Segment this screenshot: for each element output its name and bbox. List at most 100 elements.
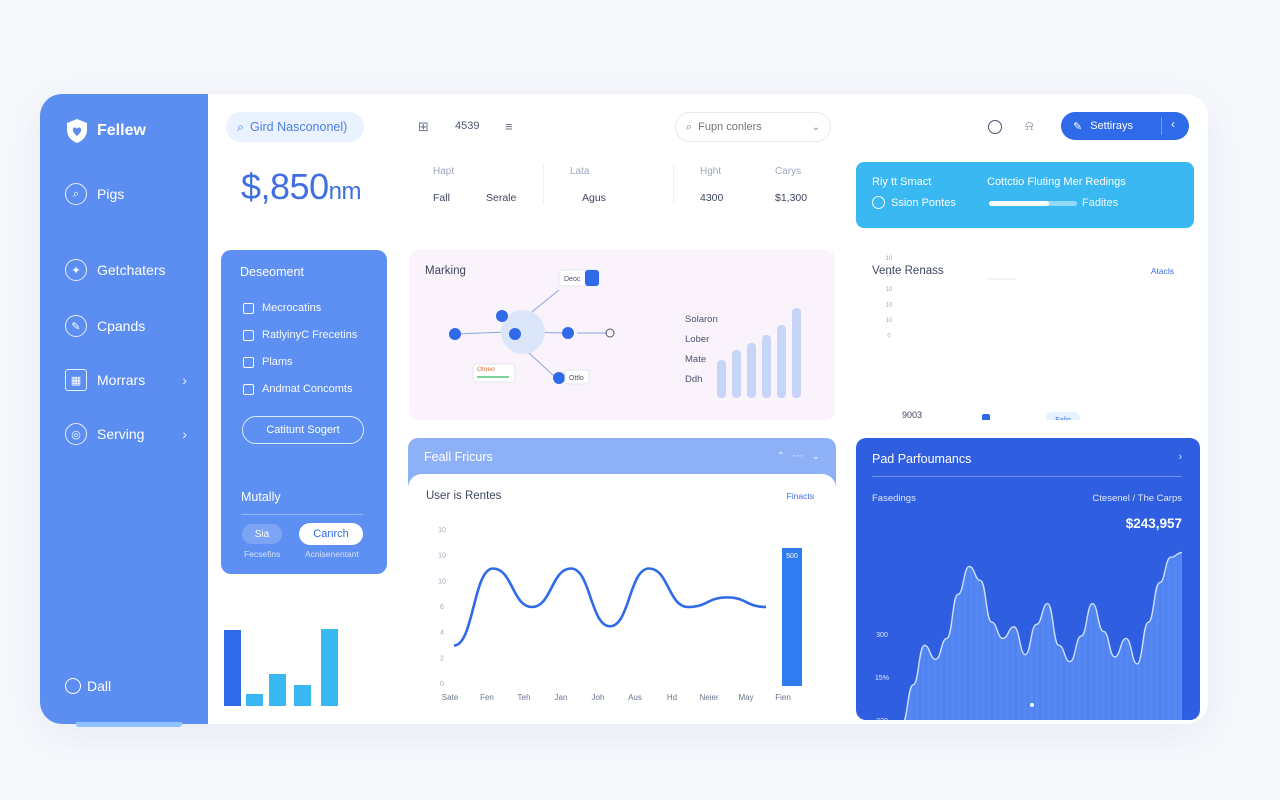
window-controls[interactable]: ⌃ ⋯ ⌄ xyxy=(776,451,820,462)
settings-label: Settirays xyxy=(1090,120,1134,132)
graph-node[interactable] xyxy=(562,327,574,339)
graph-node[interactable] xyxy=(553,372,565,384)
chevron-left-icon[interactable]: ‹ xyxy=(1171,117,1175,131)
performance-amount: $243,957 xyxy=(1125,516,1182,531)
segment-option-left[interactable]: Sia xyxy=(242,524,282,544)
settings-button[interactable]: ✎ Settirays ‹ xyxy=(1061,112,1189,140)
details-link[interactable]: Finacts xyxy=(786,491,814,501)
graph-node[interactable] xyxy=(509,328,521,340)
y-tick-label: 10 xyxy=(438,578,446,585)
menu-icon[interactable]: ≡ xyxy=(505,119,513,134)
sidebar-item-label: Getchaters xyxy=(97,262,166,278)
legend-item: Solaron xyxy=(685,314,718,325)
bar-value-label: 500 xyxy=(786,553,798,560)
list-item[interactable]: Mecrocatins xyxy=(243,302,321,314)
graph-node[interactable] xyxy=(449,328,461,340)
dashboard-window: Fellew ⌕ Pigs ✦ Getchaters ✎ Cpands ▦ Mo… xyxy=(40,94,1208,727)
chart-title: User is Rentes xyxy=(426,490,502,502)
y-tick-label: 6 xyxy=(440,604,444,611)
y-tick-label: 230 xyxy=(876,718,888,720)
search-box[interactable]: ⌕ ⌄ xyxy=(675,112,831,142)
folder-icon xyxy=(243,356,254,368)
x-tick-label: Joh xyxy=(592,693,605,702)
y-tick-label: 10 xyxy=(438,527,446,534)
sidebar-item-getchaters[interactable]: ✦ Getchaters xyxy=(65,259,187,281)
amount-unit: nm xyxy=(328,178,362,205)
shield-heart-icon xyxy=(67,119,87,143)
progress-bar xyxy=(989,201,1077,206)
calendar-icon[interactable]: ⊞ xyxy=(418,119,429,134)
column-header: Carys xyxy=(775,166,802,177)
bar xyxy=(321,629,338,706)
table-cell: Fall xyxy=(433,192,450,204)
search-input[interactable] xyxy=(698,121,799,133)
footer-label: Dall xyxy=(87,678,112,694)
chevron-down-icon[interactable]: ⌄ xyxy=(811,121,820,133)
network-graph: Deoc Ottlo Otoeo xyxy=(449,269,615,385)
item-label: Plams xyxy=(262,356,293,368)
left-caption: Fasedings xyxy=(872,493,916,504)
graph-tag-label: Ottlo xyxy=(569,375,584,382)
graph-tag-icon xyxy=(585,270,599,286)
search-icon: ⌕ xyxy=(237,119,245,134)
card-title: Marking xyxy=(425,265,466,277)
notice-card[interactable]: Riy tt Smact Cottctio Fluting Mer Reding… xyxy=(856,162,1194,228)
x-tick-label: Neier xyxy=(699,693,718,702)
highlight-bar xyxy=(782,548,802,686)
x-tick-label: Fen xyxy=(480,693,494,702)
segment-caption: Fecsefins xyxy=(244,549,281,559)
legend-item: Mate xyxy=(685,354,707,365)
table-cell: $1,300 xyxy=(775,192,808,204)
marking-bar-chart xyxy=(717,308,801,398)
sidebar-item-pigs[interactable]: ⌕ Pigs xyxy=(65,183,187,205)
brand[interactable]: Fellew xyxy=(65,118,146,144)
y-tick-label: 15% xyxy=(875,675,889,682)
item-label: Mecrocatins xyxy=(262,302,322,314)
sidebar-footer[interactable]: Dall xyxy=(65,678,111,694)
tag-label: Ealig xyxy=(1055,417,1071,420)
sidebar-item-morrars[interactable]: ▦ Morrars › xyxy=(65,369,187,391)
pen-icon: ✎ xyxy=(65,315,87,337)
sidebar-item-label: Pigs xyxy=(97,186,125,202)
notification-icon[interactable] xyxy=(988,120,1002,134)
series-line xyxy=(903,551,1183,720)
graph-hub[interactable] xyxy=(501,310,545,354)
right-caption: Ctesenel / The Carps xyxy=(1092,493,1182,504)
list-item[interactable]: RatlyinyC Frecetins xyxy=(243,329,357,341)
segment-option-right[interactable]: Canrch xyxy=(299,523,363,545)
workspace-pill[interactable]: ⌕ Gird Nascononel) xyxy=(226,112,364,142)
map-icon: ▦ xyxy=(65,369,87,391)
bar xyxy=(792,308,801,398)
details-link[interactable]: Atacls xyxy=(1150,266,1174,276)
support-button[interactable]: Catitunt Sogert xyxy=(242,416,364,444)
list-item[interactable]: Andmat Concomts xyxy=(243,383,352,395)
progress-fill xyxy=(989,201,1049,206)
bar xyxy=(777,325,786,398)
pager-dot[interactable] xyxy=(1030,703,1034,707)
search-icon: ⌕ xyxy=(686,120,693,133)
sidebar-item-cpands[interactable]: ✎ Cpands xyxy=(65,315,187,337)
pencil-icon: ✎ xyxy=(1073,120,1083,133)
legend-item: Lober xyxy=(685,334,710,345)
performance-card: Pad Parfoumancs › Fasedings Ctesenel / T… xyxy=(856,438,1200,720)
table-cell: 4300 xyxy=(700,192,724,204)
column-divider xyxy=(543,164,544,204)
list-item[interactable]: Plams xyxy=(243,356,293,368)
notice-title: Riy tt Smact xyxy=(872,176,932,188)
graph-node[interactable] xyxy=(496,310,508,322)
graph-node[interactable] xyxy=(605,328,615,338)
badge-icon: ✦ xyxy=(65,259,87,281)
sidebar-accent-strip xyxy=(76,722,182,727)
y-tick-label: 10 xyxy=(886,318,893,324)
y-tick-label: 10 xyxy=(886,256,893,262)
trends-card: Feall Fricurs ⌃ ⋯ ⌄ User is Rentes Finac… xyxy=(408,438,836,722)
top-counter: 4539 xyxy=(455,120,480,132)
search-circle-icon: ⌕ xyxy=(65,183,87,205)
sidebar-item-serving[interactable]: ◎ Serving › xyxy=(65,423,187,445)
series-area xyxy=(904,552,1182,720)
bar xyxy=(747,343,756,398)
chevron-right-icon: › xyxy=(182,426,187,442)
user-circle-icon xyxy=(65,678,81,694)
chevron-right-icon[interactable]: › xyxy=(1178,451,1182,463)
bell-icon[interactable]: ⍾ xyxy=(1025,118,1034,133)
